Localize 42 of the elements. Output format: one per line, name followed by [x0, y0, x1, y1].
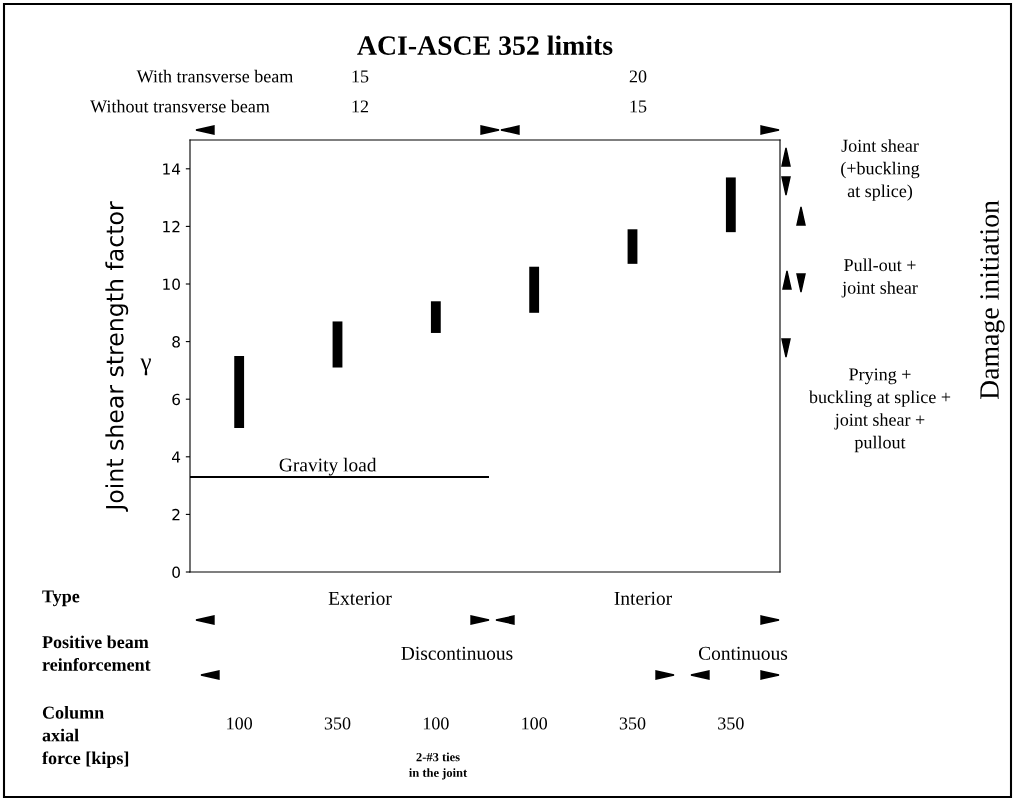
text: 12 [352, 100, 369, 113]
text: γ [140, 358, 151, 376]
text: With transverse beam [136, 69, 294, 83]
bar [430, 301, 441, 333]
y-tick-label: 8 [172, 336, 180, 348]
text: Prying + buckling at splice + joint shear + pullout [808, 368, 951, 453]
text: 15 [352, 70, 369, 83]
text: 100 [227, 717, 253, 730]
text: Without transverse beam [90, 99, 270, 113]
text: Positive beam reinforcement [42, 635, 151, 671]
text: Continuous [698, 646, 788, 660]
text: Interior [614, 591, 672, 605]
text: Joint shear (+buckling at splice) [841, 139, 920, 201]
bar [627, 229, 638, 264]
text: Column axial force [kips] [42, 706, 129, 768]
text: Damage initiation [980, 200, 1005, 400]
y-tick-label: 12 [163, 220, 180, 233]
ref-line-label: Gravity load [279, 457, 377, 476]
text: 15 [630, 100, 647, 113]
bar [725, 177, 736, 233]
text: 20 [629, 70, 647, 83]
y-tick-label: 6 [172, 393, 181, 406]
text: 2-#3 ties in the joint [409, 752, 468, 780]
text: Discontinuous [401, 646, 513, 660]
text: 100 [522, 717, 548, 730]
y-tick-label: 14 [163, 163, 181, 175]
y-tick-label: 4 [172, 451, 181, 463]
chart-title: ACI-ASCE 352 limits [357, 35, 613, 55]
bar [332, 321, 343, 368]
text: 350 [718, 717, 744, 730]
text: 350 [324, 717, 351, 730]
text: 100 [423, 717, 449, 730]
text: Type [42, 590, 80, 607]
bar [529, 266, 540, 313]
text: Exterior [328, 591, 392, 605]
y-tick-label: 2 [172, 508, 180, 521]
y-tick-label: 0 [172, 566, 180, 579]
text: Pull-out + joint shear [841, 258, 918, 298]
text: 350 [619, 717, 646, 730]
y-axis-title: Joint shear strength factor [105, 201, 129, 512]
y-tick-label: 10 [163, 278, 180, 291]
bar [234, 356, 245, 428]
